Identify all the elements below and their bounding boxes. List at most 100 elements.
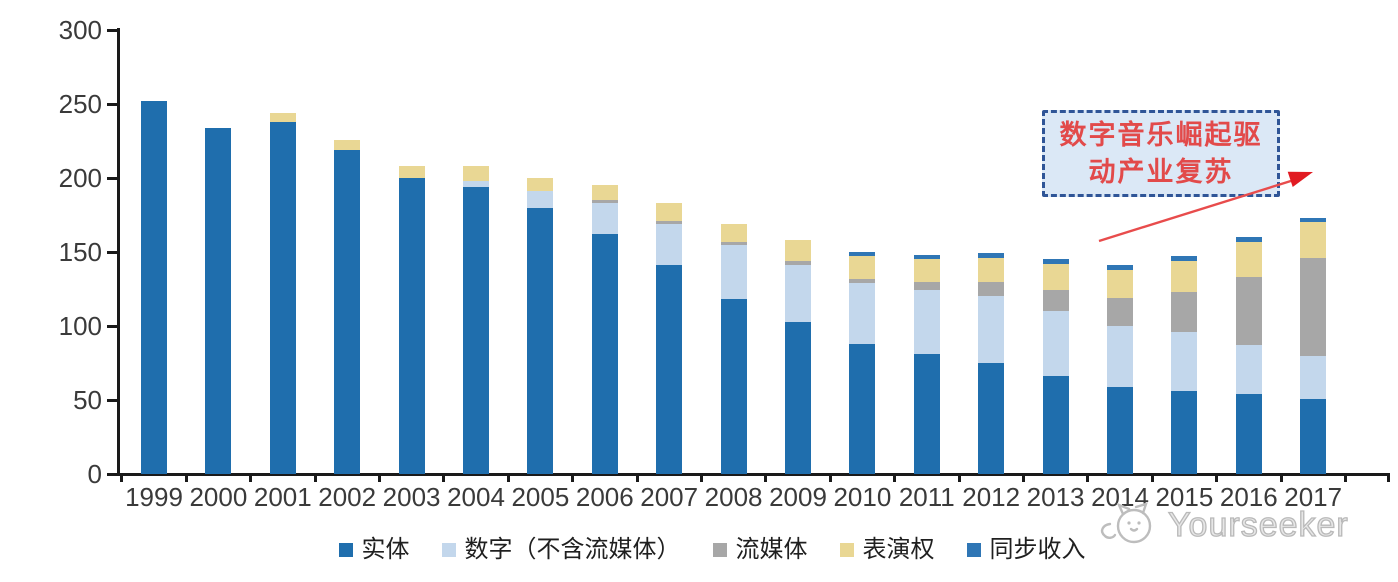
- bar-segment: [591, 200, 618, 204]
- watermark-text: Yourseeker: [1167, 505, 1349, 544]
- bar-segment: [1107, 265, 1133, 270]
- bar-segment: [1235, 277, 1262, 346]
- legend-label: 实体: [361, 536, 410, 563]
- x-axis-label: 2016: [1219, 482, 1278, 512]
- legend-label: 同步收入: [989, 536, 1086, 563]
- bar-segment: [334, 149, 361, 474]
- x-axis-end-tick: [1387, 473, 1390, 482]
- bar-segment: [1107, 386, 1133, 474]
- annotation-callout: 数字音乐崛起驱 动产业复苏: [1042, 110, 1280, 197]
- y-tick: [107, 472, 118, 476]
- x-axis-label: 2008: [704, 482, 763, 512]
- bar-segment: [913, 254, 940, 260]
- bar-segment: [1300, 257, 1327, 356]
- bar-segment: [978, 296, 1005, 363]
- bar-segment: [720, 241, 747, 245]
- x-axis-label: 2010: [833, 482, 892, 512]
- watermark: Yourseeker: [1094, 498, 1394, 558]
- x-axis-label: 2004: [447, 482, 505, 512]
- bar-segment: [720, 223, 747, 242]
- bar-segment: [1235, 241, 1262, 278]
- bar-segment: [398, 178, 425, 474]
- legend-item: 实体: [338, 536, 410, 563]
- x-tick: [184, 473, 188, 482]
- x-tick: [571, 473, 575, 482]
- x-axis-label: 2017: [1284, 482, 1343, 512]
- bar-segment: [1107, 326, 1133, 387]
- bar-segment: [527, 178, 554, 192]
- x-axis-label: 2000: [189, 482, 248, 512]
- bar-segment: [1042, 259, 1069, 264]
- x-axis-label: 2012: [962, 482, 1021, 512]
- bar-segment: [141, 101, 167, 474]
- bar-segment: [849, 252, 876, 257]
- bar-segment: [720, 299, 747, 474]
- bar-segment: [978, 257, 1005, 282]
- x-tick: [699, 473, 703, 482]
- bar-segment: [785, 260, 811, 266]
- bar-segment: [1042, 311, 1069, 377]
- x-tick: [377, 473, 381, 482]
- bar-segment: [656, 203, 683, 221]
- x-tick: [1343, 473, 1347, 482]
- bar-segment: [527, 207, 554, 474]
- y-axis-line: [117, 28, 120, 476]
- bar-segment: [463, 166, 489, 181]
- bar-segment: [913, 259, 940, 282]
- legend-swatch: [712, 543, 727, 557]
- x-tick: [506, 473, 510, 482]
- x-tick: [313, 473, 317, 482]
- x-tick: [764, 473, 768, 482]
- bar-segment: [978, 253, 1005, 258]
- x-tick: [1215, 473, 1219, 482]
- x-tick: [893, 473, 897, 482]
- bar-segment: [591, 234, 618, 474]
- bar-segment: [913, 281, 940, 291]
- legend-item: 数字（不含流媒体）: [441, 538, 681, 562]
- y-tick: [107, 102, 118, 106]
- legend: 实体 数字（不含流媒体） 流媒体 表演权 同步收入: [0, 538, 1398, 562]
- bar-segment: [785, 265, 811, 322]
- x-tick: [635, 473, 639, 482]
- legend-swatch: [966, 543, 981, 557]
- x-axis-label: 2001: [253, 482, 312, 512]
- bar-segment: [463, 186, 489, 474]
- bar-segment: [1300, 222, 1327, 258]
- x-tick: [442, 473, 446, 482]
- x-tick: [249, 473, 253, 482]
- bar-segment: [1235, 345, 1262, 395]
- annotation-text-line1: 数字音乐崛起驱: [1059, 119, 1263, 150]
- bar-segment: [656, 223, 683, 266]
- legend-swatch: [338, 543, 353, 557]
- bar-segment: [913, 290, 940, 355]
- bar-segment: [1107, 269, 1133, 298]
- y-axis-label: 50: [73, 385, 102, 415]
- bar-segment: [463, 180, 489, 187]
- bar-segment: [849, 283, 876, 344]
- bar-segment: [1107, 297, 1133, 326]
- y-axis-label: 0: [87, 459, 102, 489]
- bar-segment: [1171, 256, 1198, 261]
- bar-segment: [591, 185, 618, 201]
- bar-segment: [1171, 391, 1198, 474]
- bar-segment: [527, 191, 554, 208]
- bar-segment: [1042, 376, 1069, 474]
- bar-segment: [785, 240, 811, 261]
- y-axis-label: 150: [58, 237, 102, 267]
- bar-segment: [334, 139, 361, 150]
- y-axis-label: 200: [58, 163, 102, 193]
- legend-swatch: [441, 543, 456, 557]
- bar-segment: [849, 278, 876, 284]
- x-axis-label: 2006: [575, 482, 634, 512]
- cat-logo-icon: [1100, 502, 1152, 544]
- y-tick: [107, 28, 118, 32]
- x-tick: [1086, 473, 1090, 482]
- bar-segment: [1235, 394, 1262, 474]
- legend-label: 流媒体: [735, 536, 808, 563]
- y-tick: [107, 176, 118, 180]
- x-axis-label: 2013: [1026, 482, 1085, 512]
- y-axis-label: 300: [58, 15, 102, 45]
- x-axis-label: 2015: [1155, 482, 1214, 512]
- legend-item: 流媒体: [712, 536, 808, 563]
- bar-segment: [269, 112, 296, 122]
